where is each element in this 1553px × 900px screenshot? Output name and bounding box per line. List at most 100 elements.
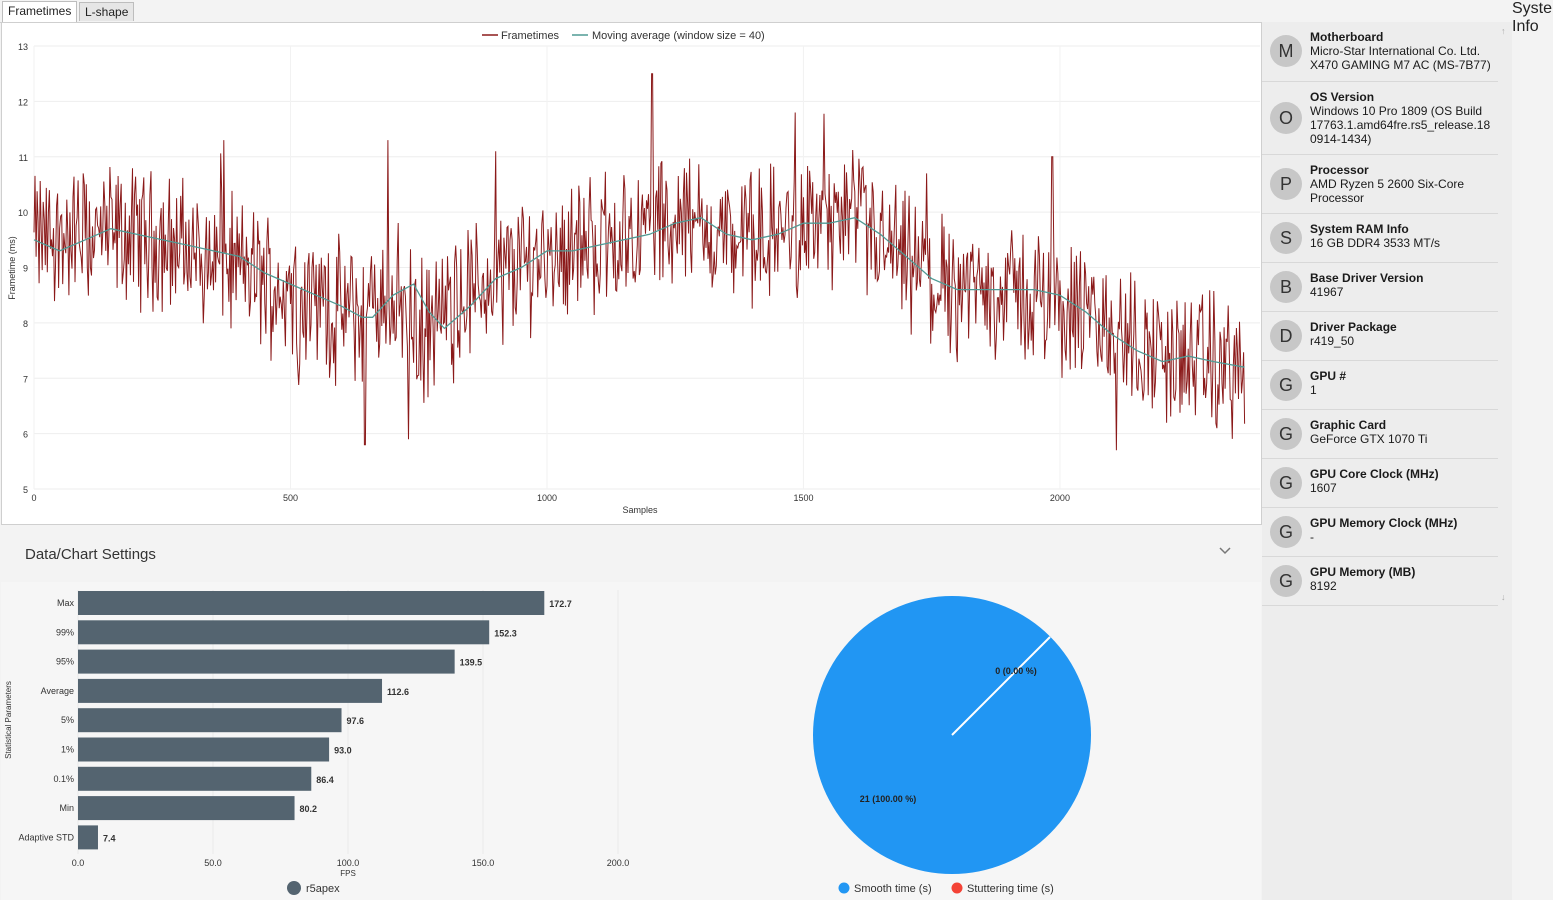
tab-frametimes[interactable]: Frametimes: [2, 1, 78, 22]
sysinfo-key: GPU #: [1310, 369, 1347, 383]
sysinfo-value: 8192: [1310, 579, 1337, 593]
x-tick-label: 1000: [537, 493, 557, 503]
sysinfo-item-gpu-memory-clock: G GPU Memory Clock (MHz) -: [1262, 508, 1498, 557]
bar-adaptive-std[interactable]: [78, 825, 98, 850]
y-tick-label: 11: [19, 153, 28, 163]
data-chart-settings-expander[interactable]: Data/Chart Settings: [1, 530, 1261, 578]
scroll-up-arrow-icon[interactable]: ↑: [1501, 26, 1506, 36]
sysinfo-item-motherboard: M Motherboard Micro-Star International C…: [1262, 22, 1498, 82]
bar-value-label: 172.7: [549, 599, 572, 609]
bar-x-axis-label: FPS: [340, 869, 356, 878]
bar-category-label: 1%: [61, 745, 74, 755]
sysinfo-key: Processor: [1310, 163, 1369, 177]
x-tick-label: 2000: [1050, 493, 1070, 503]
avatar: M: [1270, 35, 1302, 67]
x-tick-label: 1500: [793, 493, 813, 503]
settings-title: Data/Chart Settings: [25, 546, 156, 563]
sysinfo-item-gpu-number: G GPU # 1: [1262, 361, 1498, 410]
tab-l-shape[interactable]: L-shape: [79, 2, 135, 21]
bar-value-label: 152.3: [494, 628, 517, 638]
bar-max[interactable]: [78, 591, 545, 615]
chevron-down-icon[interactable]: [1219, 547, 1231, 555]
sysinfo-value: 41967: [1310, 285, 1344, 299]
bar-5-[interactable]: [78, 708, 342, 733]
sysinfo-key: Motherboard: [1310, 30, 1384, 44]
sysinfo-value: Micro-Star International Co. Ltd. X470 G…: [1310, 44, 1491, 72]
bar-category-label: 95%: [56, 657, 74, 667]
bar-category-label: Average: [41, 686, 74, 696]
system-info-panel: M Motherboard Micro-Star International C…: [1262, 22, 1512, 900]
x-tick-label: 0: [31, 493, 36, 503]
bar-category-label: Adaptive STD: [18, 832, 74, 842]
bar-99-[interactable]: [78, 620, 490, 645]
legend-label-moving-average: Moving average (window size = 40): [592, 30, 765, 42]
sysinfo-key: GPU Memory (MB): [1310, 565, 1416, 579]
frametime-x-axis-label: Samples: [622, 505, 658, 515]
bar-x-tick-label: 150.0: [472, 858, 495, 868]
sysinfo-item-processor: P Processor AMD Ryzen 5 2600 Six-Core Pr…: [1262, 155, 1498, 214]
legend-swatch-smooth: [838, 882, 850, 894]
y-tick-label: 8: [23, 319, 28, 329]
avatar: G: [1270, 369, 1302, 401]
frametime-grid: [33, 45, 1260, 490]
sysinfo-item-gpu-core-clock: G GPU Core Clock (MHz) 1607: [1262, 459, 1498, 508]
bar-x-tick-label: 0.0: [72, 858, 85, 868]
frametimes-series-line: [33, 73, 1246, 451]
bar-min[interactable]: [78, 796, 295, 821]
sysinfo-value: 1607: [1310, 481, 1337, 495]
avatar: B: [1270, 271, 1302, 303]
sysinfo-key: System RAM Info: [1310, 222, 1409, 236]
sysinfo-item-gpu-memory: G GPU Memory (MB) 8192: [1262, 557, 1498, 606]
bar-average[interactable]: [78, 678, 383, 703]
frametime-chart[interactable]: 13 12 11 10 9 8 7 6 5 0 500 1000 1500 2000 Frametime…: [2, 23, 1261, 524]
bar-x-tick-label: 200.0: [607, 858, 630, 868]
legend-label-smooth: Smooth time (s): [854, 883, 932, 895]
sysinfo-item-driver-package: D Driver Package r419_50: [1262, 312, 1498, 361]
sysinfo-value: AMD Ryzen 5 2600 Six-Core Processor: [1310, 177, 1465, 205]
bar-x-tick-label: 100.0: [337, 858, 360, 868]
avatar: S: [1270, 222, 1302, 254]
y-tick-label: 6: [23, 430, 28, 440]
bar-x-tick-label: 50.0: [204, 858, 222, 868]
sysinfo-key: Graphic Card: [1310, 418, 1387, 432]
sysinfo-value: 1: [1310, 383, 1317, 397]
avatar: G: [1270, 565, 1302, 597]
sysinfo-key: OS Version: [1310, 90, 1375, 104]
frametime-chart-panel: 13 12 11 10 9 8 7 6 5 0 500 1000 1500 2000 Frametime…: [1, 22, 1262, 525]
avatar: G: [1270, 467, 1302, 499]
scroll-down-arrow-icon[interactable]: ↓: [1501, 592, 1506, 602]
system-info-rail-label[interactable]: System Info: [1512, 0, 1553, 900]
y-tick-label: 12: [18, 97, 28, 107]
legend-label-frametimes: Frametimes: [501, 30, 560, 42]
y-tick-label: 10: [18, 208, 28, 218]
avatar: O: [1270, 102, 1302, 134]
bar-category-label: Min: [59, 803, 74, 813]
y-tick-label: 9: [23, 264, 28, 274]
y-tick-label: 5: [23, 485, 28, 495]
pie-label-smooth: 21 (100.00 %): [860, 794, 917, 804]
frametime-y-ticks: 13 12 11 10 9 8 7 6 5: [18, 42, 28, 495]
sysinfo-item-base-driver: B Base Driver Version 41967: [1262, 263, 1498, 312]
sysinfo-key: Driver Package: [1310, 320, 1397, 334]
bar-value-label: 139.5: [460, 658, 483, 668]
bar-0-1-[interactable]: [78, 766, 312, 791]
bar-95-[interactable]: [78, 649, 455, 674]
sysinfo-value: Windows 10 Pro 1809 (OS Build 17763.1.am…: [1310, 104, 1491, 146]
bar-category-label: 99%: [56, 627, 74, 637]
y-tick-label: 7: [23, 374, 28, 384]
sysinfo-key: GPU Memory Clock (MHz): [1310, 516, 1458, 530]
y-tick-label: 13: [18, 42, 28, 52]
sysinfo-value: 16 GB DDR4 3533 MT/s: [1310, 236, 1441, 250]
sysinfo-key: GPU Core Clock (MHz): [1310, 467, 1439, 481]
sysinfo-item-system-ram: S System RAM Info 16 GB DDR4 3533 MT/s: [1262, 214, 1498, 263]
sysinfo-key: Base Driver Version: [1310, 271, 1424, 285]
bar-value-label: 112.6: [387, 687, 409, 697]
bar-category-label: 5%: [61, 715, 74, 725]
sysinfo-item-os-version: O OS Version Windows 10 Pro 1809 (OS Bui…: [1262, 82, 1498, 155]
pie-slice-stuttering[interactable]: [951, 636, 1051, 736]
legend-label-stuttering: Stuttering time (s): [967, 883, 1054, 895]
stutter-pie-chart: 0 (0.00 %) 21 (100.00 %) Smooth time (s)…: [813, 596, 1091, 895]
pie-label-stuttering: 0 (0.00 %): [995, 666, 1037, 676]
legend-swatch-stuttering: [951, 882, 963, 894]
bar-1-[interactable]: [78, 737, 330, 762]
